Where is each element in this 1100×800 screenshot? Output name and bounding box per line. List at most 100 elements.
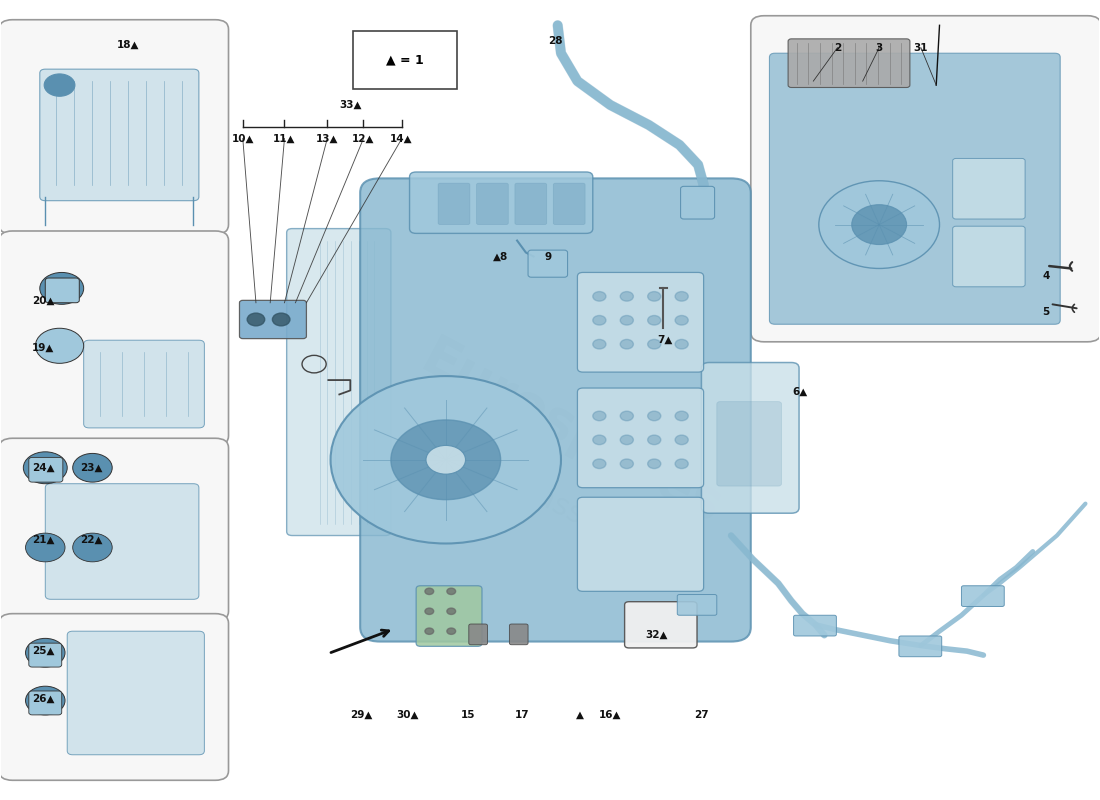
Circle shape	[23, 452, 67, 484]
Text: 19▲: 19▲	[32, 343, 54, 353]
Circle shape	[648, 411, 661, 421]
Circle shape	[73, 533, 112, 562]
FancyBboxPatch shape	[769, 54, 1060, 324]
Circle shape	[425, 588, 433, 594]
FancyBboxPatch shape	[67, 631, 205, 754]
Circle shape	[390, 420, 501, 500]
Text: 24▲: 24▲	[32, 462, 54, 473]
FancyBboxPatch shape	[578, 273, 704, 372]
Circle shape	[273, 313, 290, 326]
FancyBboxPatch shape	[509, 624, 528, 645]
FancyBboxPatch shape	[287, 229, 390, 535]
FancyBboxPatch shape	[84, 340, 205, 428]
FancyBboxPatch shape	[438, 183, 470, 225]
FancyBboxPatch shape	[0, 438, 229, 621]
Circle shape	[593, 411, 606, 421]
Circle shape	[675, 411, 689, 421]
Text: 31: 31	[914, 42, 928, 53]
Text: Eurospares: Eurospares	[412, 330, 732, 533]
Text: 18▲: 18▲	[117, 40, 139, 50]
Text: 9: 9	[544, 251, 551, 262]
FancyBboxPatch shape	[40, 69, 199, 201]
Circle shape	[447, 588, 455, 594]
Text: 20▲: 20▲	[32, 295, 54, 306]
Circle shape	[425, 608, 433, 614]
Circle shape	[25, 638, 65, 667]
Circle shape	[426, 446, 465, 474]
Circle shape	[73, 454, 112, 482]
Circle shape	[593, 315, 606, 325]
Circle shape	[620, 411, 634, 421]
Text: 3: 3	[876, 42, 883, 53]
FancyBboxPatch shape	[29, 691, 62, 715]
Circle shape	[620, 315, 634, 325]
Circle shape	[25, 533, 65, 562]
FancyBboxPatch shape	[702, 362, 799, 514]
Circle shape	[425, 628, 433, 634]
Circle shape	[593, 291, 606, 301]
Circle shape	[447, 608, 455, 614]
FancyBboxPatch shape	[961, 586, 1004, 606]
Circle shape	[593, 435, 606, 445]
Text: 28: 28	[548, 36, 563, 46]
Circle shape	[25, 686, 65, 715]
Text: 21▲: 21▲	[32, 534, 54, 545]
FancyBboxPatch shape	[45, 484, 199, 599]
Text: 16▲: 16▲	[600, 710, 621, 720]
Circle shape	[818, 181, 939, 269]
Circle shape	[40, 273, 84, 304]
FancyBboxPatch shape	[360, 178, 751, 642]
FancyBboxPatch shape	[469, 624, 487, 645]
Text: 13▲: 13▲	[316, 134, 339, 143]
Text: 15: 15	[461, 710, 475, 720]
Text: 26▲: 26▲	[32, 694, 54, 704]
FancyBboxPatch shape	[899, 636, 942, 657]
FancyBboxPatch shape	[528, 250, 568, 278]
Text: 33▲: 33▲	[339, 100, 362, 110]
Text: ▲ = 1: ▲ = 1	[386, 54, 424, 66]
Text: 30▲: 30▲	[396, 710, 419, 720]
Text: 6▲: 6▲	[792, 387, 807, 397]
Circle shape	[675, 339, 689, 349]
Text: 17: 17	[515, 710, 530, 720]
Circle shape	[620, 435, 634, 445]
Circle shape	[675, 291, 689, 301]
Circle shape	[593, 459, 606, 469]
FancyBboxPatch shape	[409, 172, 593, 234]
Circle shape	[648, 435, 661, 445]
FancyBboxPatch shape	[0, 614, 229, 780]
Circle shape	[675, 435, 689, 445]
Text: a passion...: a passion...	[488, 458, 656, 565]
FancyBboxPatch shape	[953, 226, 1025, 286]
Text: 2: 2	[834, 42, 842, 53]
FancyBboxPatch shape	[625, 602, 697, 648]
FancyBboxPatch shape	[476, 183, 508, 225]
Text: 25▲: 25▲	[32, 646, 54, 656]
Text: ▲: ▲	[575, 710, 584, 720]
FancyBboxPatch shape	[793, 615, 836, 636]
FancyBboxPatch shape	[0, 231, 229, 446]
Circle shape	[620, 459, 634, 469]
FancyBboxPatch shape	[553, 183, 585, 225]
Circle shape	[648, 315, 661, 325]
Text: 23▲: 23▲	[80, 462, 102, 473]
Circle shape	[248, 313, 265, 326]
Text: 22▲: 22▲	[80, 534, 102, 545]
FancyBboxPatch shape	[29, 458, 63, 482]
Text: 12▲: 12▲	[352, 134, 375, 143]
Circle shape	[35, 328, 84, 363]
Text: ▲8: ▲8	[493, 251, 508, 262]
Text: 14▲: 14▲	[389, 134, 412, 143]
FancyBboxPatch shape	[678, 594, 717, 615]
Circle shape	[620, 291, 634, 301]
FancyBboxPatch shape	[515, 183, 547, 225]
FancyBboxPatch shape	[681, 186, 715, 219]
FancyBboxPatch shape	[953, 158, 1025, 219]
FancyBboxPatch shape	[578, 498, 704, 591]
Circle shape	[675, 459, 689, 469]
FancyBboxPatch shape	[240, 300, 307, 338]
FancyBboxPatch shape	[416, 586, 482, 646]
Text: 10▲: 10▲	[231, 134, 254, 143]
Text: 27: 27	[694, 710, 708, 720]
FancyBboxPatch shape	[751, 16, 1100, 342]
